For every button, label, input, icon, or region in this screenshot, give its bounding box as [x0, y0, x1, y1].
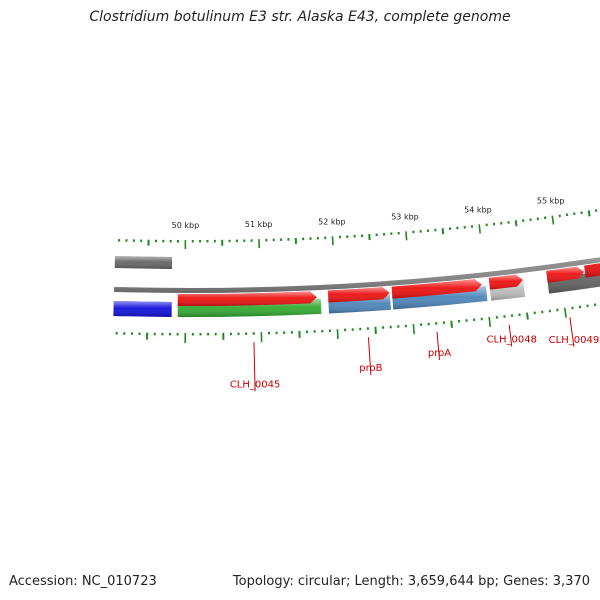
gene-leader-line: [436, 332, 440, 361]
gene-label: CLH_0048: [486, 335, 537, 346]
backbone-shade: [114, 257, 600, 293]
cds-arrow-shade: [546, 266, 585, 283]
outer-tick: [563, 307, 567, 318]
outer-tick: [412, 323, 415, 335]
outer-tick: [450, 320, 453, 328]
cds-feature-track: [177, 263, 600, 306]
outer-tick: [488, 316, 492, 327]
inner-tick: [514, 220, 518, 227]
inner-tick: [478, 224, 481, 234]
gene-leader-line: [367, 337, 372, 376]
outer-tick-marks: [115, 303, 597, 343]
kbp-label: 54 kbp: [464, 206, 492, 215]
kbp-label: 50 kbp: [172, 221, 200, 230]
inner-tick: [551, 215, 555, 225]
cds-arrow-shade: [488, 274, 524, 290]
cds-arrow-shade: [177, 291, 317, 306]
gene-label: proA: [428, 348, 451, 359]
backbone-track: [114, 257, 600, 293]
outer-tick: [336, 329, 339, 340]
kbp-label: 52 kbp: [318, 217, 346, 226]
gene-leader-line: [253, 342, 256, 392]
cds-arrow-shade: [391, 279, 482, 299]
gene-leader-line: [569, 317, 575, 347]
genome-title: Clostridium botulinum E3 str. Alaska E43…: [89, 9, 511, 25]
accession-text: Accession: NC_010723: [9, 574, 157, 589]
cog-feature-shade: [114, 255, 173, 269]
inner-tick: [441, 228, 445, 235]
kbp-label: 53 kbp: [391, 212, 419, 221]
cds-arrow-shade: [584, 263, 600, 278]
genome-summary-text: Topology: circular; Length: 3,659,644 bp…: [232, 574, 590, 589]
kbp-label: 55 kbp: [537, 197, 565, 206]
inner-tick-marks: [118, 209, 598, 249]
kbp-label: 51 kbp: [245, 220, 273, 229]
gene-leader-line: [508, 324, 513, 347]
inner-tick: [405, 231, 408, 241]
cds-arrow-shade: [327, 287, 390, 303]
inner-tick: [587, 210, 591, 217]
outer-tick: [526, 312, 529, 320]
gene-label: CLH_0045: [230, 379, 281, 390]
gene-label: proB: [359, 363, 382, 374]
cog-feature-shade: [113, 300, 172, 317]
gene-label: CLH_0049: [549, 335, 600, 346]
